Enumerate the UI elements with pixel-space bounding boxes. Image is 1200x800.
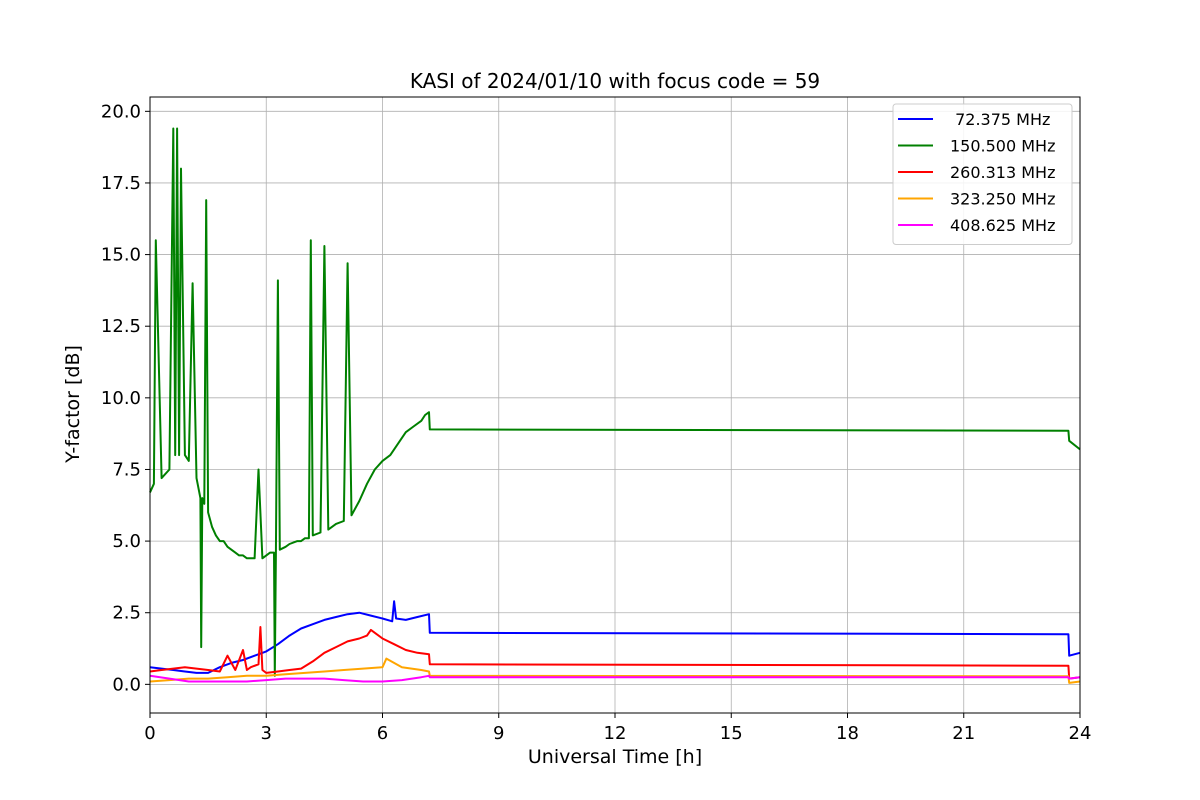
y-axis: 0.0 2.5 5.0 7.5 10.0 12.5 15.0 17.5 20.0 bbox=[101, 101, 150, 695]
y-tick-label: 5.0 bbox=[112, 531, 141, 552]
y-tick-label: 10.0 bbox=[101, 388, 141, 409]
y-tick-label: 7.5 bbox=[112, 459, 141, 480]
series-line-4 bbox=[149, 674, 1081, 683]
legend: 72.375 MHz 150.500 MHz 260.313 MHz 323.250 … bbox=[892, 103, 1073, 245]
legend-label: 408.625 MHz bbox=[950, 216, 1055, 235]
legend-label: 323.250 MHz bbox=[950, 190, 1055, 209]
x-tick-label: 9 bbox=[493, 723, 504, 744]
x-tick-label: 21 bbox=[952, 723, 975, 744]
series-line-0 bbox=[149, 600, 1081, 674]
y-tick-label: 20.0 bbox=[101, 101, 141, 122]
y-tick-label: 15.0 bbox=[101, 245, 141, 266]
y-axis-label: Y-factor [dB] bbox=[62, 345, 84, 464]
y-tick-label: 17.5 bbox=[101, 173, 141, 194]
series-line-2 bbox=[149, 626, 1081, 680]
y-tick-label: 2.5 bbox=[112, 603, 141, 624]
x-tick-label: 15 bbox=[720, 723, 743, 744]
x-tick-label: 18 bbox=[836, 723, 859, 744]
series-line-1 bbox=[149, 127, 1081, 677]
series-lines bbox=[149, 127, 1081, 684]
y-tick-label: 12.5 bbox=[101, 316, 141, 337]
legend-label: 150.500 MHz bbox=[950, 137, 1055, 156]
x-tick-label: 12 bbox=[604, 723, 627, 744]
legend-box bbox=[892, 103, 1073, 245]
chart-title: KASI of 2024/01/10 with focus code = 59 bbox=[410, 69, 820, 93]
grid bbox=[149, 97, 1081, 713]
legend-label: 260.313 MHz bbox=[950, 163, 1055, 182]
x-tick-label: 3 bbox=[261, 723, 272, 744]
y-tick-label: 0.0 bbox=[112, 674, 141, 695]
x-axis: 0 3 6 9 12 15 18 21 24 bbox=[144, 713, 1091, 744]
x-tick-label: 6 bbox=[377, 723, 388, 744]
series-line-3 bbox=[149, 657, 1081, 684]
legend-label: 72.375 MHz bbox=[950, 110, 1050, 129]
x-tick-label: 24 bbox=[1069, 723, 1092, 744]
x-tick-label: 0 bbox=[144, 723, 155, 744]
x-axis-label: Universal Time [h] bbox=[528, 746, 702, 768]
